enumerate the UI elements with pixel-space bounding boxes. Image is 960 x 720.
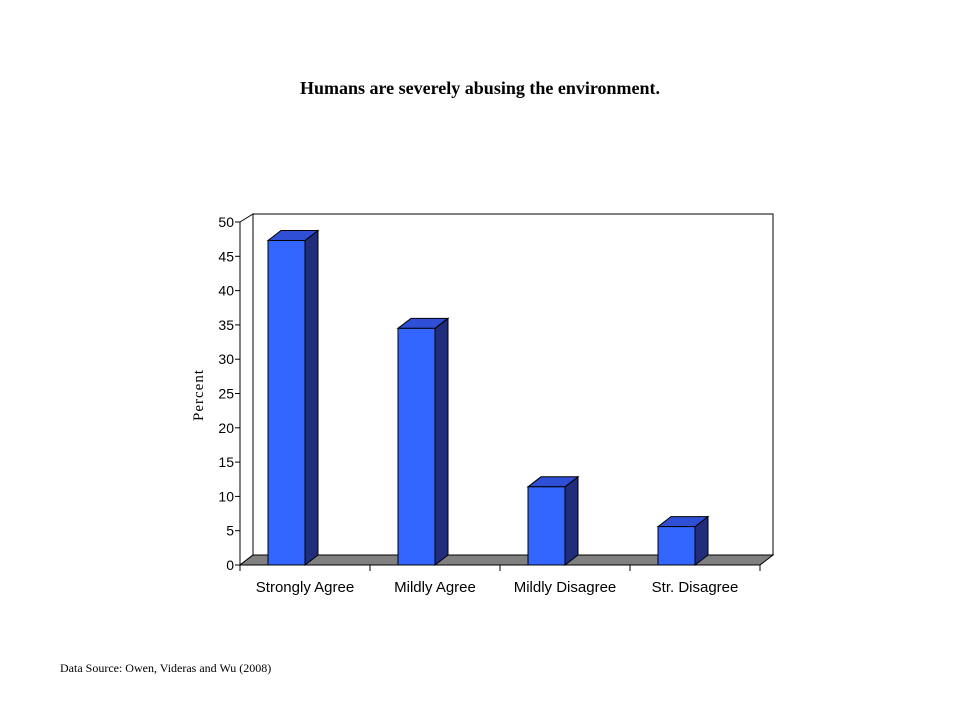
x-category-label: Strongly Agree (256, 579, 354, 596)
x-category-label: Mildly Disagree (514, 579, 617, 596)
bar (266, 229, 320, 567)
x-category-label: Mildly Agree (394, 579, 476, 596)
y-tick-label: 5 (226, 523, 234, 539)
y-tick-label: 50 (218, 214, 234, 230)
bar (656, 515, 710, 567)
x-axis: Strongly Agree Mildly Agree Mildly Disagre… (239, 564, 761, 596)
bar-front (267, 240, 306, 566)
plot-frame (239, 213, 774, 567)
plot-back-wall (252, 213, 774, 556)
y-tick-label: 35 (218, 317, 234, 333)
y-tick-label: 0 (226, 557, 234, 573)
y-tick-label: 45 (218, 248, 234, 264)
bar (396, 317, 450, 567)
plot-side-wall (239, 213, 254, 567)
chart-title: Humans are severely abusing the environm… (299, 78, 660, 98)
data-source-note: Data Source: Owen, Videras and Wu (2008) (60, 661, 272, 675)
y-tick-label: 15 (218, 454, 234, 470)
bars (266, 229, 710, 567)
bar-side (564, 475, 579, 567)
y-tick-label: 25 (218, 386, 234, 402)
bar-front (527, 486, 566, 566)
bar-side (434, 317, 449, 567)
y-tick-label: 30 (218, 351, 234, 367)
bar-front (397, 327, 436, 566)
y-axis-label: Percent (191, 369, 207, 421)
bar-front (657, 526, 696, 566)
bar (526, 475, 580, 567)
y-tick-label: 20 (218, 420, 234, 436)
y-axis: 0 5 10 15 20 25 30 35 40 45 50 (218, 214, 241, 573)
bar-side (304, 229, 319, 567)
y-tick-label: 10 (218, 488, 234, 504)
y-tick-label: 40 (218, 283, 234, 299)
x-category-label: Str. Disagree (652, 579, 739, 596)
